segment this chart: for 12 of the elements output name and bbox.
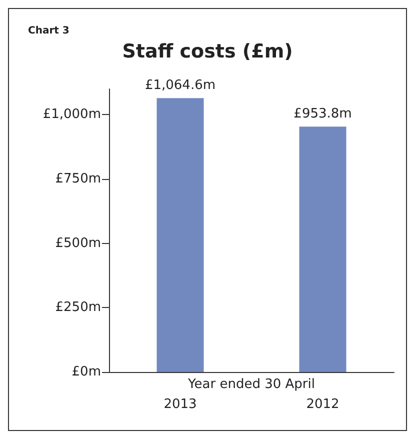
y-tick-label: £750m <box>55 172 101 187</box>
chart-title: Staff costs (£m) <box>122 40 293 62</box>
x-tick-label: 2012 <box>306 397 340 412</box>
y-tick-label: £250m <box>55 300 101 316</box>
y-tick-label: £0m <box>72 364 101 380</box>
chart-subtitle: Chart 3 <box>28 26 70 36</box>
data-label: £1,064.6m <box>144 78 216 94</box>
y-tick-label: £1,000m <box>42 107 101 122</box>
x-axis-title: Year ended 30 April <box>187 377 315 392</box>
data-label: £953.8m <box>294 106 352 122</box>
y-tick-label: £500m <box>55 236 101 251</box>
x-tick-label: 2013 <box>164 397 197 412</box>
